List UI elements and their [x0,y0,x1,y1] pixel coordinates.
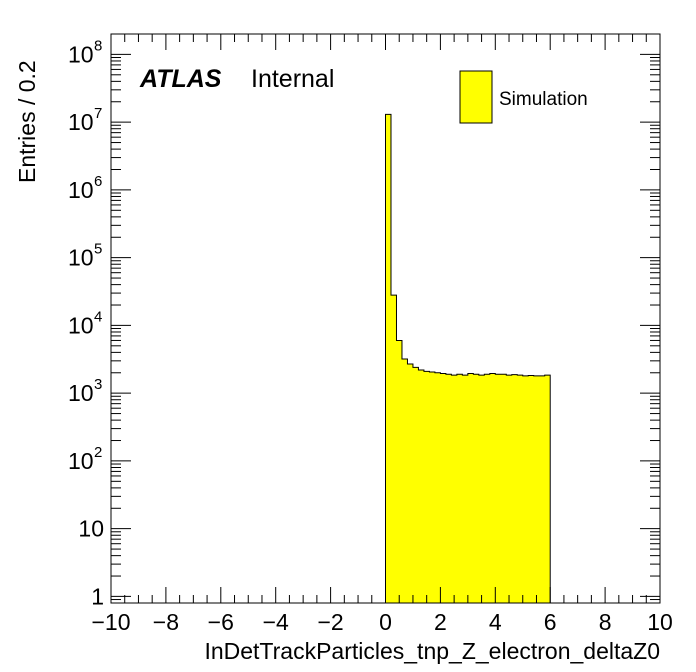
histogram-bar [522,375,529,603]
x-tick-label: −8 [153,609,179,635]
x-tick-label: 2 [434,609,447,635]
y-tick-exponent: 2 [94,444,102,461]
y-tick-label: 10 [68,380,94,406]
y-tick-label: 10 [68,448,94,474]
histogram-bar [401,358,408,603]
y-tick-exponent: 5 [94,241,102,258]
histogram-bar [390,295,397,603]
histogram-bar [418,369,425,603]
histogram-bar [462,375,469,603]
histogram-bar [412,367,419,603]
histogram-bar [506,375,513,603]
histogram-bar [467,373,474,603]
x-tick-label: 6 [544,609,557,635]
x-axis-title: InDetTrackParticles_tnp_Z_electron_delta… [204,638,660,664]
histogram-bar [533,375,540,603]
y-tick-label: 10 [78,516,104,542]
internal-label: Internal [251,65,334,93]
x-tick-label: −4 [263,609,289,635]
y-axis-title: Entries / 0.2 [14,60,40,183]
histogram-bar [473,374,480,603]
histogram-bar [484,374,491,603]
histogram-bar [423,371,430,603]
histogram-bar [385,114,392,604]
legend-swatch [459,70,493,124]
histogram-bar [495,374,502,603]
histogram-bar [445,374,452,603]
histogram-bar [478,375,485,603]
x-tick-label: −10 [91,609,130,635]
histogram-bar [451,375,458,603]
histogram-bar [528,375,535,603]
histogram-bar [456,374,463,603]
atlas-label: ATLAS [139,65,222,93]
y-tick-label: 10 [68,41,94,67]
legend-entry-label: Simulation [499,89,588,110]
y-tick-exponent: 7 [94,105,102,122]
y-tick-exponent: 6 [94,173,102,190]
histogram-outline [385,113,551,603]
x-tick-label: −2 [317,609,343,635]
y-tick-label: 10 [68,177,94,203]
y-tick-exponent: 8 [94,37,102,54]
histogram-bar [500,374,507,603]
histogram-bar [396,340,403,603]
x-tick-label: 8 [599,609,612,635]
histogram-bar [407,363,414,603]
y-tick-label: 1 [91,583,104,609]
y-tick-exponent: 3 [94,376,102,393]
x-tick-label: 0 [379,609,392,635]
y-tick-label: 10 [68,245,94,271]
histogram-bars [385,113,551,604]
histogram-bar [440,373,447,603]
x-tick-label: −6 [208,609,234,635]
histogram-bar [517,375,524,603]
histogram-bar [544,375,551,603]
x-tick-label: 4 [489,609,502,635]
histogram-bar [489,373,496,603]
y-tick-label: 10 [68,109,94,135]
histogram-bar [511,374,518,603]
y-tick-exponent: 4 [94,308,102,325]
y-tick-label: 10 [68,312,94,338]
plot-frame [110,33,661,604]
x-tick-label: 10 [647,609,673,635]
histogram-bar [434,372,441,603]
histogram-bar [539,375,546,603]
histogram-bar [429,372,436,603]
